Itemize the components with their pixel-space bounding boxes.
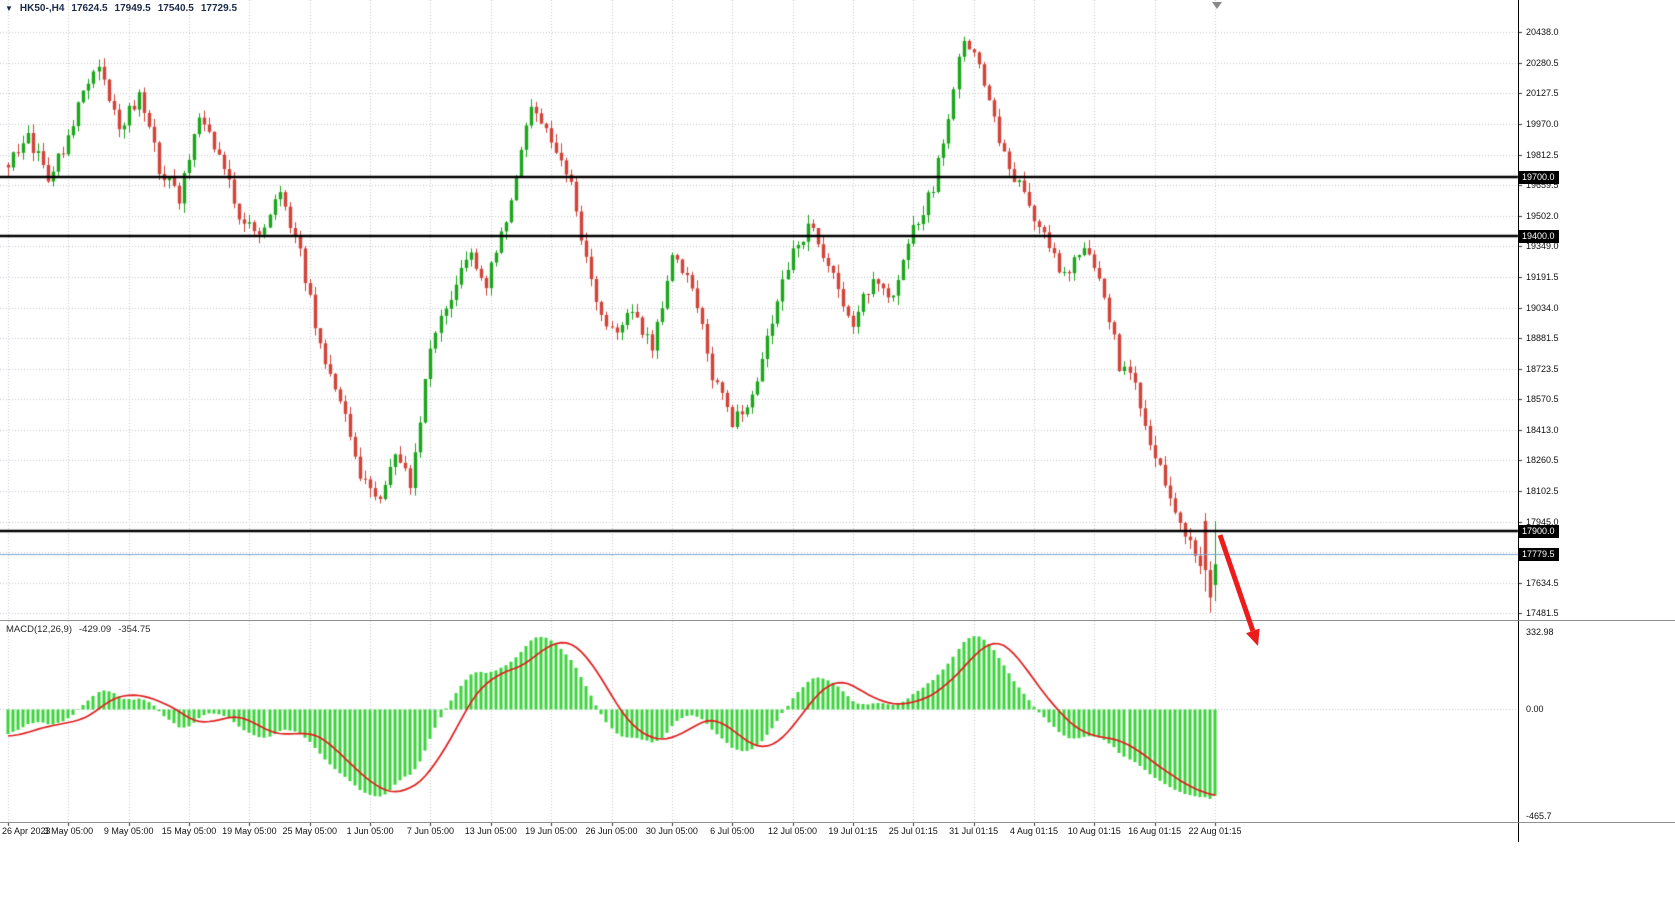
price-axis[interactable]: 20438.020280.520127.519970.019812.519659… (1518, 0, 1675, 842)
hline-price-badge: 17900.0 (1519, 525, 1559, 538)
price-axis-label: 18723.5 (1526, 364, 1559, 374)
time-axis-label: 19 Jul 01:15 (828, 826, 877, 836)
time-axis-label: 25 May 05:00 (282, 826, 337, 836)
price-axis-label: 18570.5 (1526, 394, 1559, 404)
macd-name: MACD(12,26,9) (6, 624, 72, 635)
bar-low-value: 17540.5 (158, 3, 194, 15)
price-axis-label: 20127.5 (1526, 88, 1559, 98)
time-axis-label: 4 Aug 01:15 (1010, 826, 1058, 836)
macd-indicator-label: MACD(12,26,9) -429.09 -354.75 (6, 624, 150, 635)
symbol-info: ▼ HK50-,H4 17624.5 17949.5 17540.5 17729… (5, 3, 237, 15)
price-axis-label: 18102.5 (1526, 486, 1559, 496)
time-axis-label: 6 Jul 05:00 (710, 826, 754, 836)
bar-open-value: 17624.5 (71, 3, 107, 15)
symbol-dropdown-icon[interactable]: ▼ (5, 3, 13, 15)
time-axis-label: 25 Jul 01:15 (889, 826, 938, 836)
price-axis-label: 19191.5 (1526, 272, 1559, 282)
hline-price-badge: 19400.0 (1519, 230, 1559, 243)
time-axis-label: 13 Jun 05:00 (465, 826, 517, 836)
time-axis-label: 19 Jun 05:00 (525, 826, 577, 836)
time-axis[interactable]: 26 Apr 20233 May 05:009 May 05:0015 May … (0, 823, 1518, 843)
price-axis-label: 19812.5 (1526, 150, 1559, 160)
time-axis-label: 31 Jul 01:15 (949, 826, 998, 836)
time-axis-label: 16 Aug 01:15 (1128, 826, 1181, 836)
macd-axis-label: 332.98 (1526, 627, 1554, 637)
price-axis-label: 20438.0 (1526, 27, 1559, 37)
pane-divider[interactable] (0, 620, 1675, 621)
time-axis-label: 22 Aug 01:15 (1188, 826, 1241, 836)
price-axis-label: 17481.5 (1526, 608, 1559, 618)
bar-high-value: 17949.5 (115, 3, 151, 15)
chart-window: ▼ HK50-,H4 17624.5 17949.5 17540.5 17729… (0, 0, 1675, 900)
macd-axis-label: 0.00 (1526, 704, 1544, 714)
time-axis-label: 1 Jun 05:00 (347, 826, 394, 836)
time-axis-label: 7 Jun 05:00 (407, 826, 454, 836)
price-axis-label: 19034.0 (1526, 303, 1559, 313)
time-axis-label: 10 Aug 01:15 (1068, 826, 1121, 836)
trend-arrow-annotation[interactable] (1200, 515, 1278, 666)
time-axis-label: 19 May 05:00 (222, 826, 277, 836)
price-axis-label: 19970.0 (1526, 119, 1559, 129)
time-axis-label: 30 Jun 05:00 (646, 826, 698, 836)
time-axis-label: 15 May 05:00 (162, 826, 217, 836)
macd-axis-label: -465.7 (1526, 811, 1552, 821)
price-axis-label: 18260.5 (1526, 455, 1559, 465)
hline-price-badge: 19700.0 (1519, 171, 1559, 184)
price-axis-label: 18881.5 (1526, 333, 1559, 343)
price-axis-label: 18413.0 (1526, 425, 1559, 435)
bar-close-value: 17729.5 (201, 3, 237, 15)
symbol-title: HK50-,H4 (20, 3, 64, 15)
chart-shift-marker-icon[interactable] (1212, 2, 1222, 9)
price-axis-label: 20280.5 (1526, 58, 1559, 68)
price-axis-label: 17634.5 (1526, 578, 1559, 588)
macd-signal-value: -354.75 (118, 624, 150, 635)
macd-value: -429.09 (79, 624, 111, 635)
time-axis-label: 26 Jun 05:00 (585, 826, 637, 836)
price-axis-label: 19502.0 (1526, 211, 1559, 221)
time-axis-label: 9 May 05:00 (104, 826, 154, 836)
time-axis-label: 3 May 05:00 (44, 826, 94, 836)
current-price-badge: 17779.5 (1519, 548, 1559, 561)
chart-canvas[interactable] (0, 0, 1675, 900)
time-axis-label: 12 Jul 05:00 (768, 826, 817, 836)
